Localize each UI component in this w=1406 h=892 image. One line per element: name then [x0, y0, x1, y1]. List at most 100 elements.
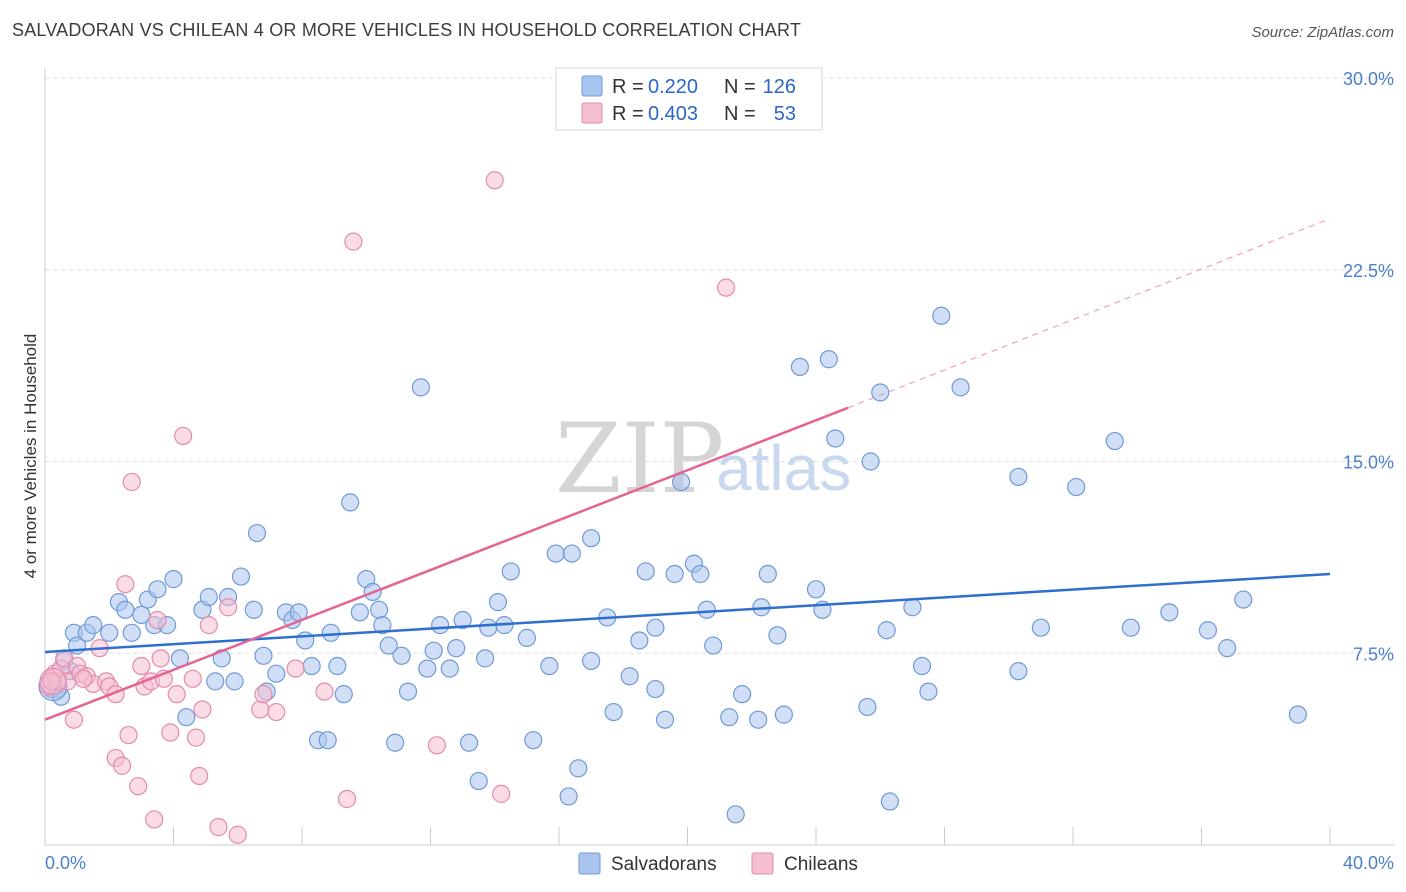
stats-legend: R = 0.220 N = 126 R = 0.403 N = 53 — [555, 67, 823, 131]
chileans-point — [186, 728, 206, 747]
salvadorans-point — [453, 610, 472, 630]
salvadorans-trend-line — [44, 572, 1331, 654]
salvadorans-point — [569, 759, 588, 778]
salvadorans-point — [398, 682, 418, 701]
chileans-point — [254, 685, 273, 704]
salvadorans-point — [1009, 662, 1028, 681]
chileans-point — [112, 756, 132, 775]
salvadorans-point — [1031, 618, 1050, 637]
salvadorans-point — [225, 672, 244, 691]
salvadorans-point — [1218, 639, 1237, 658]
chileans-point — [209, 818, 228, 837]
legend-swatch-chileans — [581, 102, 603, 124]
chileans-point — [183, 669, 202, 688]
salvadorans-point — [559, 787, 578, 806]
salvadorans-point — [919, 682, 938, 701]
salvadorans-point — [774, 705, 793, 724]
x-tick-label-min: 0.0% — [45, 853, 86, 873]
salvadorans-point — [582, 651, 601, 671]
chileans-point — [716, 278, 736, 297]
chileans-point — [219, 598, 238, 617]
salvadorans-point — [132, 605, 151, 625]
salvadorans-point — [479, 618, 498, 637]
y-tick-labels: 7.5% 15.0% 22.5% 30.0% — [1343, 69, 1394, 664]
salvadorans-point — [267, 664, 286, 683]
salvadorans-point — [440, 659, 459, 678]
salvadorans-point — [431, 616, 450, 635]
salvadorans-point — [655, 710, 675, 729]
legend-n-value-chileans: 53 — [774, 103, 796, 125]
salvadorans-point — [488, 593, 508, 612]
salvadorans-point — [164, 570, 183, 589]
salvadorans-point — [328, 656, 347, 676]
salvadorans-point — [501, 562, 520, 581]
salvadorans-point — [392, 646, 411, 665]
salvadorans-point — [447, 639, 466, 658]
legend-r-value-salvadorans: 0.220 — [648, 76, 698, 98]
salvadorans-point — [100, 623, 119, 642]
salvadorans-point — [459, 733, 479, 752]
salvadorans-point — [476, 649, 495, 668]
salvadorans-point — [122, 623, 141, 642]
salvadorans-point — [620, 667, 639, 686]
salvadorans-point — [116, 600, 135, 619]
salvadorans-point — [749, 710, 768, 729]
salvadorans-point — [646, 618, 665, 637]
salvadorans-point — [1234, 590, 1253, 609]
y-tick-label: 22.5% — [1343, 261, 1394, 281]
salvadorans-point — [302, 656, 321, 676]
salvadorans-point — [1009, 467, 1028, 486]
chileans-point — [337, 789, 357, 809]
salvadorans-point — [1160, 603, 1179, 622]
salvadorans-point — [630, 631, 649, 650]
chileans-point — [64, 710, 84, 729]
x-ticks — [173, 827, 1331, 845]
chileans-point — [116, 575, 135, 594]
chileans-point — [228, 825, 247, 844]
chileans-point — [151, 649, 170, 668]
chileans-point — [199, 616, 218, 635]
salvadorans-point — [1067, 477, 1086, 497]
chileans-point — [119, 725, 138, 745]
chileans-point — [485, 171, 504, 190]
salvadorans-point — [386, 733, 405, 752]
y-axis-label: 4 or more Vehicles in Household — [21, 334, 40, 579]
salvadorans-point — [697, 600, 716, 619]
salvadorans-point — [704, 636, 723, 655]
salvadorans-point — [858, 697, 877, 717]
chileans-point — [344, 232, 363, 251]
chileans-point — [122, 472, 141, 492]
salvadorans-point — [296, 631, 315, 650]
salvadorans-point — [177, 708, 196, 727]
salvadorans-point — [199, 587, 218, 607]
salvadorans-point — [424, 641, 443, 660]
salvadorans-point — [604, 702, 623, 722]
chart-source: Source: ZipAtlas.com — [1251, 24, 1394, 41]
series-legend-label-salvadorans: Salvadorans — [611, 854, 717, 875]
salvadorans-point — [758, 564, 777, 584]
salvadorans-point — [1105, 431, 1124, 451]
salvadorans-point — [806, 580, 826, 599]
y-tick-label: 30.0% — [1343, 69, 1394, 89]
watermark: ZIP atlas — [555, 403, 851, 515]
series-legend-swatch-salvadorans — [578, 852, 601, 875]
salvadorans-point — [861, 452, 880, 471]
salvadorans-point — [1121, 618, 1140, 637]
chileans-point — [315, 682, 334, 701]
chart-title: SALVADORAN VS CHILEAN 4 OR MORE VEHICLES… — [12, 20, 802, 40]
chileans-cluster-point — [39, 667, 67, 695]
salvadorans-point — [350, 603, 369, 622]
salvadorans-point — [524, 731, 543, 750]
salvadorans-point — [1288, 705, 1307, 724]
salvadorans-point — [646, 679, 665, 699]
salvadorans-point — [244, 600, 263, 619]
chileans-trend-extension — [847, 218, 1331, 409]
chileans-point — [129, 777, 148, 796]
legend-r-value-chileans: 0.403 — [648, 103, 698, 125]
series-legend-swatch-chileans — [751, 852, 774, 875]
chileans-point — [174, 426, 193, 446]
salvadorans-point — [912, 656, 932, 676]
salvadorans-point — [726, 805, 745, 824]
salvadorans-point — [341, 493, 360, 512]
salvadorans-point — [370, 600, 389, 619]
